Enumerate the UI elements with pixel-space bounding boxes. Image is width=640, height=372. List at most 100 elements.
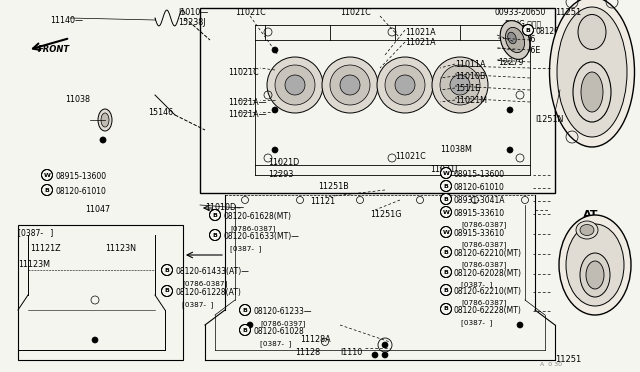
Ellipse shape xyxy=(566,224,624,306)
Circle shape xyxy=(272,47,278,53)
Text: A  0 30: A 0 30 xyxy=(540,362,568,367)
Ellipse shape xyxy=(557,7,627,137)
Text: 12279: 12279 xyxy=(498,58,524,67)
Text: 11251: 11251 xyxy=(555,8,581,17)
Text: 08120-61233—: 08120-61233— xyxy=(253,307,312,316)
Circle shape xyxy=(440,304,451,314)
Bar xyxy=(18,225,183,360)
Text: 12293: 12293 xyxy=(268,170,293,179)
Text: 11128A: 11128A xyxy=(300,335,331,344)
Text: 08120-61010: 08120-61010 xyxy=(454,183,505,192)
Circle shape xyxy=(42,170,52,180)
Text: 11021A: 11021A xyxy=(405,38,436,47)
Text: 1511E: 1511E xyxy=(455,84,480,93)
Text: 11251G: 11251G xyxy=(370,210,401,219)
Text: W: W xyxy=(443,230,449,234)
Circle shape xyxy=(267,57,323,113)
Text: B: B xyxy=(243,327,248,333)
Bar xyxy=(200,8,555,193)
Text: 08120-62228(MT): 08120-62228(MT) xyxy=(454,306,522,315)
Text: 11010B: 11010B xyxy=(455,72,486,81)
Circle shape xyxy=(377,57,433,113)
Text: 08120-61633(MT)—: 08120-61633(MT)— xyxy=(223,232,299,241)
Text: 11123N: 11123N xyxy=(105,244,136,253)
Ellipse shape xyxy=(559,215,631,315)
Text: 11038M: 11038M xyxy=(440,145,472,154)
Circle shape xyxy=(440,65,480,105)
Text: B: B xyxy=(164,267,170,273)
Text: 15146: 15146 xyxy=(148,108,173,117)
Text: B: B xyxy=(444,183,449,189)
Ellipse shape xyxy=(98,109,112,131)
Text: 12296: 12296 xyxy=(510,35,536,44)
Circle shape xyxy=(330,65,370,105)
Circle shape xyxy=(272,147,278,153)
Text: W: W xyxy=(44,173,51,177)
Circle shape xyxy=(522,25,534,35)
Ellipse shape xyxy=(573,62,611,122)
Circle shape xyxy=(372,352,378,358)
Circle shape xyxy=(239,324,250,336)
Text: W: W xyxy=(443,170,449,176)
Circle shape xyxy=(42,185,52,196)
Circle shape xyxy=(432,57,488,113)
Ellipse shape xyxy=(508,32,516,44)
Circle shape xyxy=(272,107,278,113)
Circle shape xyxy=(247,322,253,328)
Circle shape xyxy=(450,75,470,95)
Text: 11140—: 11140— xyxy=(50,16,83,25)
Text: 11021A—: 11021A— xyxy=(228,110,267,119)
Text: 11251: 11251 xyxy=(555,355,581,364)
Text: [0387-   ]: [0387- ] xyxy=(18,228,53,237)
Text: B: B xyxy=(212,212,218,218)
Text: 08915-13600: 08915-13600 xyxy=(55,172,106,181)
Text: 11121Z: 11121Z xyxy=(30,244,61,253)
Text: 11021C: 11021C xyxy=(235,8,266,17)
Text: 08915-13600: 08915-13600 xyxy=(454,170,505,179)
Text: 08120-62210(MT): 08120-62210(MT) xyxy=(454,249,522,258)
Text: 11047: 11047 xyxy=(85,205,110,214)
Text: 08120-61028: 08120-61028 xyxy=(253,327,304,336)
Text: 11021C: 11021C xyxy=(395,152,426,161)
Text: 11021C: 11021C xyxy=(228,68,259,77)
Text: [0786-0387]: [0786-0387] xyxy=(461,221,506,228)
Circle shape xyxy=(322,57,378,113)
Circle shape xyxy=(340,75,360,95)
Text: B: B xyxy=(525,28,531,32)
Text: B: B xyxy=(444,307,449,311)
Circle shape xyxy=(440,285,451,295)
Text: [0786-0387]: [0786-0387] xyxy=(461,261,506,268)
Text: 08915-33610: 08915-33610 xyxy=(454,209,505,218)
Circle shape xyxy=(209,230,221,241)
Text: B: B xyxy=(164,289,170,294)
Circle shape xyxy=(440,266,451,278)
Ellipse shape xyxy=(506,28,525,52)
Text: [0387-  ]: [0387- ] xyxy=(182,301,213,308)
Circle shape xyxy=(440,193,451,205)
Text: I1010—: I1010— xyxy=(178,8,208,17)
Text: [0786-0397]: [0786-0397] xyxy=(260,320,305,327)
Text: 11021D: 11021D xyxy=(268,158,300,167)
Text: [0786-0387]: [0786-0387] xyxy=(461,299,506,306)
Text: PLUG プラグ: PLUG プラグ xyxy=(505,19,541,28)
Ellipse shape xyxy=(500,20,530,60)
Text: 11038: 11038 xyxy=(65,95,90,104)
Text: B: B xyxy=(444,288,449,292)
Circle shape xyxy=(100,137,106,143)
Text: 11021C: 11021C xyxy=(340,8,371,17)
Text: B: B xyxy=(212,232,218,237)
Text: 08931-3041A: 08931-3041A xyxy=(454,196,506,205)
Text: 11128: 11128 xyxy=(295,348,320,357)
Text: [0387-  ]: [0387- ] xyxy=(230,245,261,252)
Text: 08120-61228(AT): 08120-61228(AT) xyxy=(175,288,241,297)
Text: 11021A—: 11021A— xyxy=(228,98,267,107)
Text: 11010D—: 11010D— xyxy=(205,203,244,212)
Circle shape xyxy=(507,107,513,113)
Ellipse shape xyxy=(581,72,603,112)
Text: 00933-20650: 00933-20650 xyxy=(495,8,547,17)
Circle shape xyxy=(161,285,173,296)
Text: [0387-  ]: [0387- ] xyxy=(461,281,492,288)
Text: 11121: 11121 xyxy=(310,197,335,206)
Text: 11011A: 11011A xyxy=(455,60,486,69)
Text: 11021M: 11021M xyxy=(455,96,487,105)
